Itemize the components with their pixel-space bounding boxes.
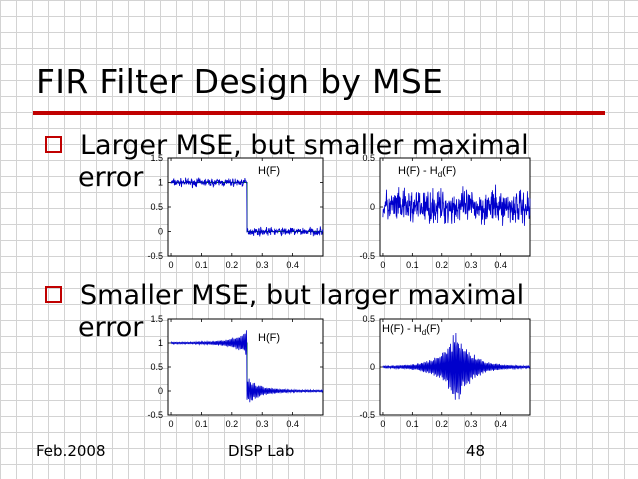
x-tick-label: 0.4 [286, 260, 299, 270]
plot-label: H(F) - Hd(F) [398, 165, 456, 179]
plot-label-end: (F) [442, 165, 456, 177]
response-curve [382, 184, 531, 226]
x-tick-label: 0.1 [406, 419, 419, 429]
x-tick-label: 0 [169, 419, 174, 429]
y-tick-label: 0.5 [150, 202, 163, 212]
plot-label-sub: d [438, 170, 442, 179]
y-tick-label: -0.5 [147, 410, 163, 420]
y-tick-label: 1 [158, 178, 163, 188]
y-tick-label: 0 [158, 227, 163, 237]
plot-error-larger-mse: 0.5 0 -0.5 0 0.1 0.2 0.3 0.4 H(F) - Hd(F) [359, 153, 531, 270]
y-tick-label: 1 [158, 338, 163, 348]
y-tick-label: 1.5 [150, 153, 163, 163]
footer-page-number: 48 [466, 442, 486, 460]
plot-label: H(F) [258, 332, 280, 344]
x-tick-label: 0.3 [465, 419, 478, 429]
footer-lab: DISP Lab [228, 442, 295, 460]
y-tick-label: 0 [370, 362, 375, 372]
x-tick-label: 0.3 [256, 260, 269, 270]
checkbox-bullet-icon [45, 136, 62, 153]
response-curve [170, 330, 324, 403]
bullet-1-text: Larger MSE, but smaller maximal [80, 130, 529, 161]
x-tick-label: 0.1 [195, 419, 208, 429]
y-tick-label: -0.5 [359, 410, 375, 420]
y-tick-label: 1.5 [150, 314, 163, 324]
plot-h-larger-mse: 1.5 1 0.5 0 -0.5 0 0.1 0.2 0.3 0.4 H(F) [147, 153, 324, 270]
x-tick-label: 0.1 [406, 260, 419, 270]
plot-error-smaller-mse: 0.5 0 -0.5 0 0.1 0.2 0.3 0.4 H(F) - Hd(F) [359, 314, 531, 429]
x-tick-label: 0.1 [195, 260, 208, 270]
y-tick-label: 0.5 [362, 153, 375, 163]
response-curve [382, 332, 531, 400]
plot-label-sub: d [422, 328, 426, 337]
x-tick-label: 0 [380, 260, 385, 270]
y-tick-label: 0.5 [150, 362, 163, 372]
x-tick-label: 0.2 [226, 419, 239, 429]
x-tick-label: 0.4 [494, 260, 507, 270]
y-tick-label: 0 [370, 202, 375, 212]
x-tick-label: 0.4 [494, 419, 507, 429]
x-tick-label: 0.4 [286, 419, 299, 429]
plot-frame [167, 318, 324, 416]
checkbox-bullet-icon [45, 286, 62, 303]
title-underline [33, 111, 605, 115]
bullet-2: Smaller MSE, but larger maximal [45, 280, 524, 312]
plot-h-smaller-mse: 1.5 1 0.5 0 -0.5 0 0.1 0.2 0.3 0.4 H(F) [147, 314, 324, 429]
y-tick-label: -0.5 [147, 251, 163, 261]
slide-title: FIR Filter Design by MSE [36, 62, 444, 101]
y-tick-label: -0.5 [359, 251, 375, 261]
x-tick-label: 0.2 [436, 419, 449, 429]
bullet-1-continuation: error [78, 162, 144, 193]
x-tick-label: 0 [169, 260, 174, 270]
plot-label-main: H(F) - H [398, 165, 438, 177]
bullet-2-text: Smaller MSE, but larger maximal [80, 280, 525, 311]
y-tick-label: 0 [158, 386, 163, 396]
plot-label-main: H(F) - H [382, 323, 422, 335]
plot-frame [167, 157, 324, 257]
x-tick-label: 0.3 [465, 260, 478, 270]
x-tick-label: 0.3 [256, 419, 269, 429]
plot-label: H(F) - Hd(F) [382, 323, 440, 337]
bullet-1: Larger MSE, but smaller maximal [45, 130, 529, 162]
x-tick-label: 0 [380, 419, 385, 429]
footer-date: Feb.2008 [36, 442, 106, 460]
response-curve [170, 177, 324, 237]
plot-label-end: (F) [426, 323, 440, 335]
x-tick-label: 0.2 [436, 260, 449, 270]
bullet-2-continuation: error [78, 312, 144, 343]
plot-label: H(F) [258, 165, 280, 177]
y-tick-label: 0.5 [362, 314, 375, 324]
x-tick-label: 0.2 [226, 260, 239, 270]
